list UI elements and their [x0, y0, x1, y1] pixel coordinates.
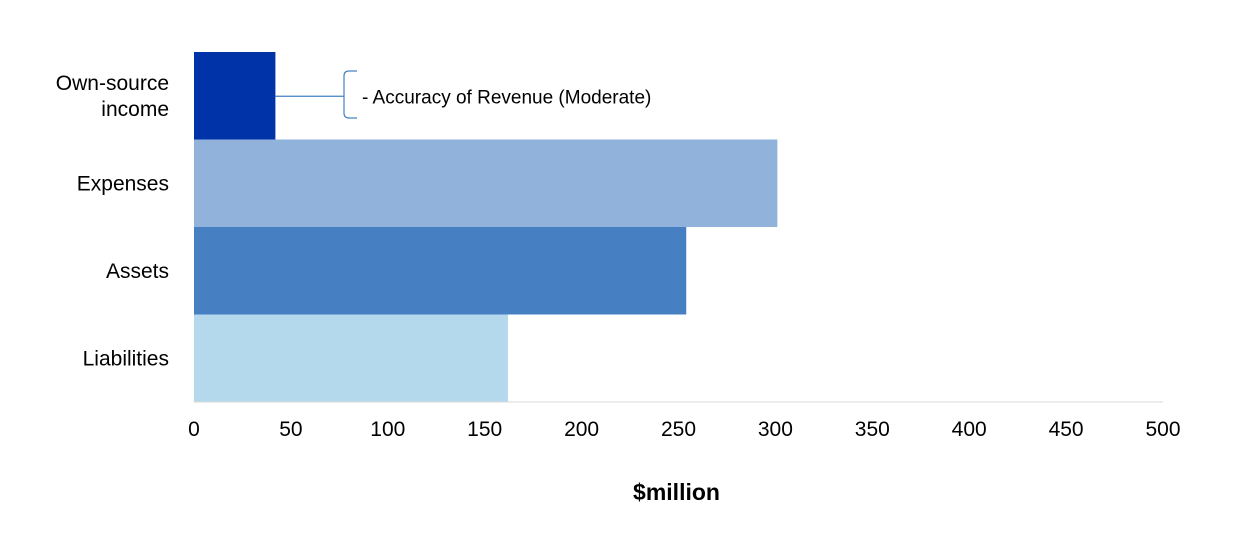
x-tick-label: 200: [564, 418, 599, 441]
x-tick-label: 0: [188, 418, 200, 441]
annotations: - Accuracy of Revenue (Moderate): [275, 70, 651, 119]
category-label: Assets: [106, 260, 169, 283]
bar-0: [194, 52, 276, 140]
category-label: income: [101, 98, 169, 121]
bar-3: [194, 314, 508, 402]
x-axis: 0 50 100 150 200 250 300 350 400 450 500: [188, 401, 1181, 441]
annotation-text: - Accuracy of Revenue (Moderate): [362, 87, 651, 108]
x-tick-label: 350: [855, 418, 890, 441]
x-tick-label: 450: [1049, 418, 1084, 441]
category-label: Liabilities: [83, 347, 169, 370]
category-labels: Own-source income Expenses Assets Liabilitie…: [56, 72, 169, 371]
category-label: Own-source: [56, 72, 169, 95]
x-tick-label: 100: [370, 418, 405, 441]
x-axis-title: $million: [633, 479, 720, 505]
x-tick-label: 500: [1145, 418, 1180, 441]
x-tick-label: 50: [279, 418, 302, 441]
category-label: Expenses: [77, 172, 169, 195]
x-tick-label: 300: [758, 418, 793, 441]
bar-2: [194, 227, 687, 315]
x-tick-label: 250: [661, 418, 696, 441]
annotation-bracket: [343, 70, 357, 119]
bar-1: [194, 139, 778, 227]
x-tick-label: 150: [467, 418, 502, 441]
bars-group: [194, 52, 778, 402]
x-tick-label: 400: [952, 418, 987, 441]
